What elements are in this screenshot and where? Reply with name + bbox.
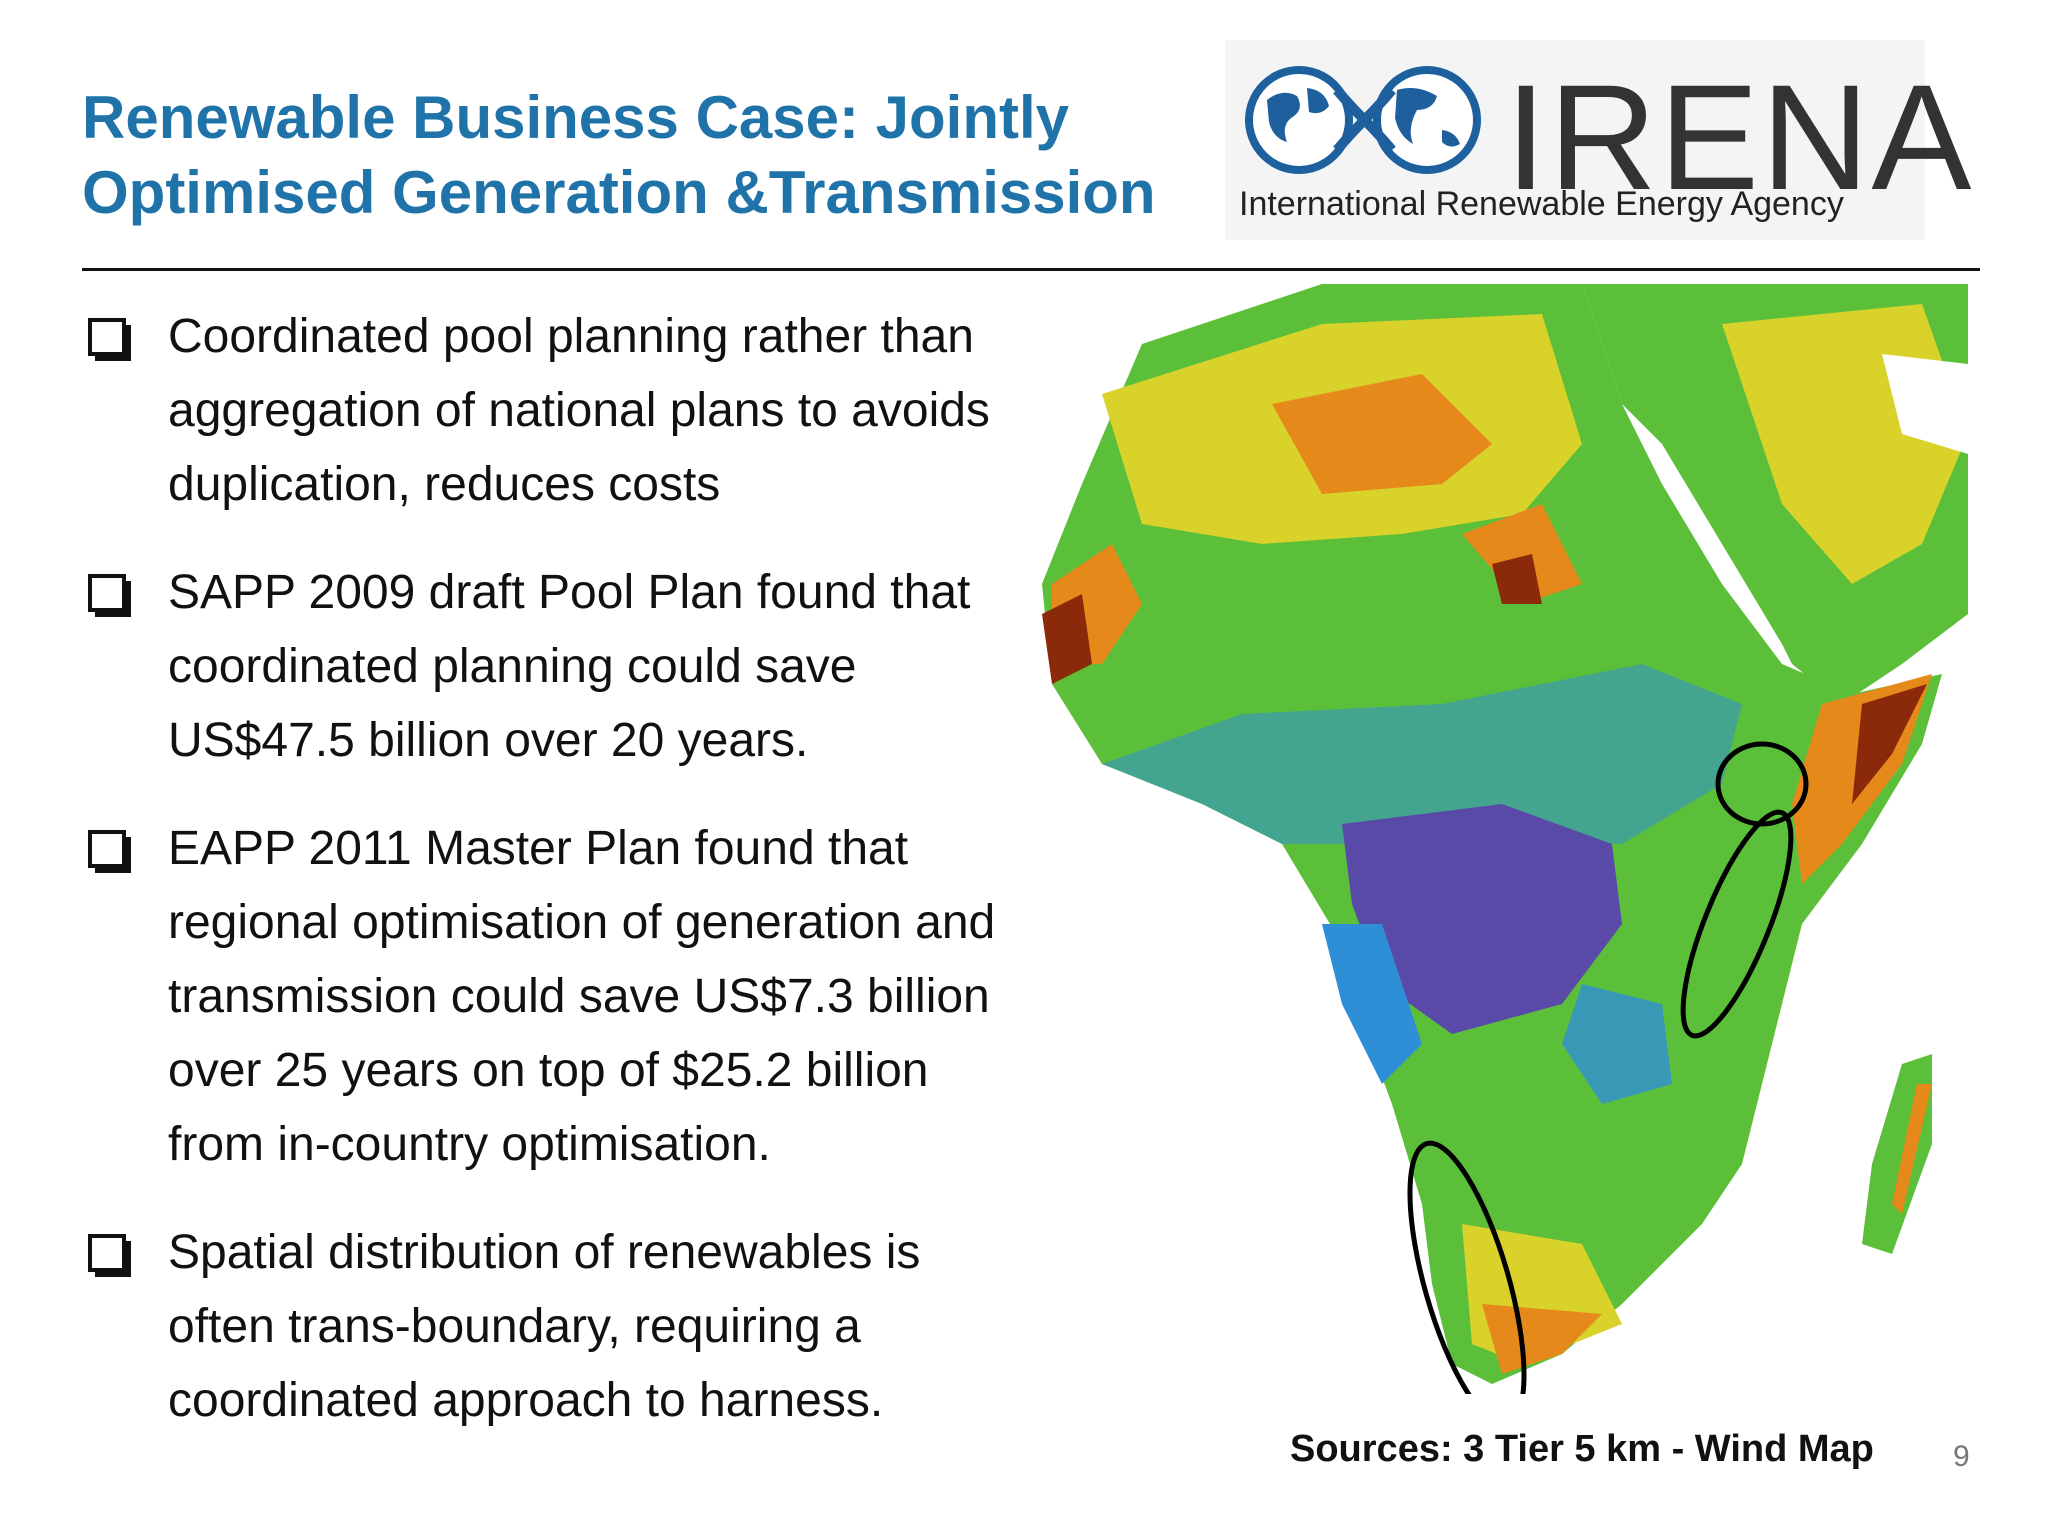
title-divider (82, 268, 1980, 271)
wind-map-image (1042, 284, 1968, 1428)
bullet-list: Coordinated pool planning rather than ag… (82, 300, 1022, 1472)
title-line-2: Optimised Generation &Transmission (82, 159, 1156, 226)
irena-logo: IRENA International Renewable Energy Age… (1225, 40, 1971, 240)
bullet-item: Spatial distribution of renewables is of… (82, 1216, 1022, 1438)
bullet-text: SAPP 2009 draft Pool Plan found that coo… (168, 566, 971, 767)
logo-tagline: International Renewable Energy Agency (1239, 185, 1844, 223)
title-line-1: Renewable Business Case: Jointly (82, 84, 1070, 151)
map-source-caption: Sources: 3 Tier 5 km - Wind Map (1290, 1428, 1874, 1470)
bullet-item: EAPP 2011 Master Plan found that regiona… (82, 812, 1022, 1182)
checkbox-bullet-icon (88, 574, 126, 612)
bullet-item: SAPP 2009 draft Pool Plan found that coo… (82, 556, 1022, 778)
bullet-item: Coordinated pool planning rather than ag… (82, 300, 1022, 522)
logo-wordmark: IRENA (1505, 53, 1974, 221)
bullet-text: Spatial distribution of renewables is of… (168, 1226, 921, 1427)
bullet-text: EAPP 2011 Master Plan found that regiona… (168, 822, 996, 1171)
checkbox-bullet-icon (88, 318, 126, 356)
highlight-ellipse-east (1680, 809, 1794, 1039)
checkbox-bullet-icon (88, 1234, 126, 1272)
slide-title: Renewable Business Case: Jointly Optimis… (82, 80, 1232, 230)
globe-infinity-icon (1245, 66, 1481, 174)
africa-wind-map (1022, 284, 1968, 1428)
bullet-text: Coordinated pool planning rather than ag… (168, 310, 990, 511)
page-number: 9 (1953, 1440, 1970, 1473)
congo-basin (1342, 804, 1622, 1034)
checkbox-bullet-icon (88, 830, 126, 868)
